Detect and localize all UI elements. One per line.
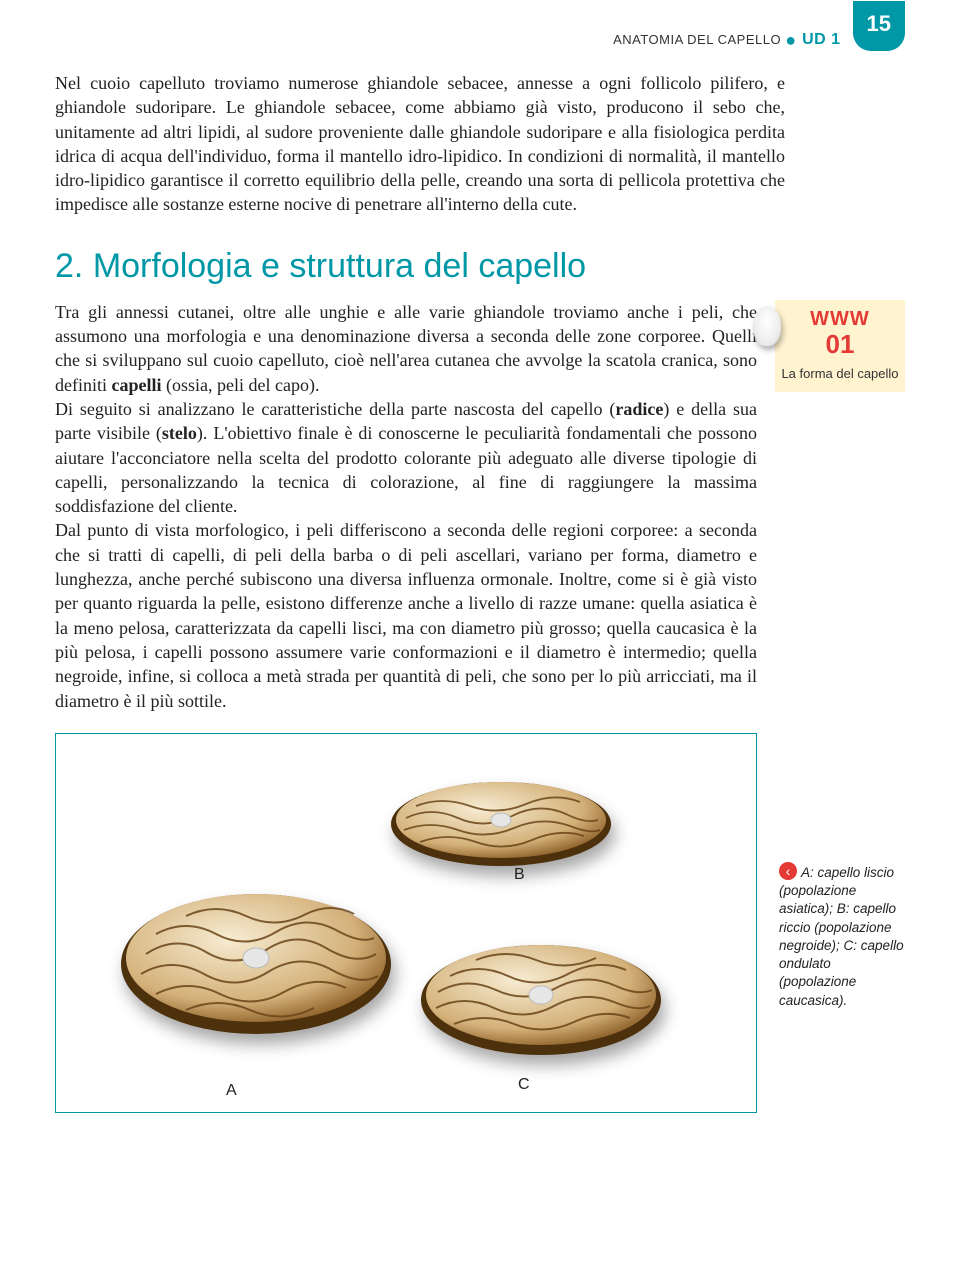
figure-disc-b (386, 772, 616, 877)
breadcrumb-dot-icon: ● (785, 30, 802, 50)
intro-paragraph: Nel cuoio capelluto troviamo numerose gh… (55, 71, 785, 217)
section-title-text: Morfologia e struttura del capello (93, 247, 586, 285)
figure-disc-c (416, 934, 666, 1069)
figure-caption: ‹A: capello liscio (popolazione asiatica… (775, 862, 905, 1010)
caption-arrow-icon: ‹ (779, 862, 797, 880)
p2a: Di seguito si analizzano le caratteristi… (55, 399, 615, 419)
p1b: (ossia, peli del capo). (162, 375, 320, 395)
figure-label-b: B (514, 866, 525, 884)
figure-disc-a (116, 884, 396, 1049)
section-title: 2. Morfologia e struttura del capello (55, 247, 905, 286)
bold-stelo: stelo (162, 423, 197, 443)
www-caption: La forma del capello (781, 366, 899, 382)
bold-radice: radice (615, 399, 663, 419)
sidebar: WWW 01 La forma del capello ‹A: capello … (775, 300, 905, 1010)
main-column: Tra gli annessi cutanei, oltre alle ungh… (55, 300, 757, 1113)
sidebar-spacer (775, 432, 905, 862)
www-label: WWW (781, 308, 899, 331)
figure-caption-text: A: capello liscio (popolazione asiatica)… (779, 865, 904, 1008)
p3: Dal punto di vista morfologico, i peli d… (55, 520, 757, 710)
section-para-1: Tra gli annessi cutanei, oltre alle ungh… (55, 300, 757, 713)
figure-label-c: C (518, 1076, 530, 1094)
page: ANATOMIA DEL CAPELLO ● UD 1 15 Nel cuoio… (0, 0, 960, 1153)
mouse-icon (753, 306, 781, 346)
disc-a-svg (116, 884, 396, 1044)
bold-capelli: capelli (112, 375, 162, 395)
www-callout: WWW 01 La forma del capello (775, 300, 905, 392)
figure-label-a: A (226, 1082, 237, 1100)
page-number-badge: 15 (853, 1, 905, 51)
figure-box: A B C (55, 733, 757, 1113)
section-number: 2. (55, 247, 83, 285)
content-row: Tra gli annessi cutanei, oltre alle ungh… (55, 300, 905, 1113)
breadcrumb-text: ANATOMIA DEL CAPELLO (613, 32, 781, 47)
breadcrumb: ANATOMIA DEL CAPELLO ● UD 1 (613, 30, 840, 51)
breadcrumb-unit: UD 1 (802, 31, 840, 48)
disc-c-svg (416, 934, 666, 1064)
page-header: ANATOMIA DEL CAPELLO ● UD 1 15 (55, 30, 905, 51)
www-number: 01 (781, 329, 899, 360)
disc-b-svg (386, 772, 616, 872)
